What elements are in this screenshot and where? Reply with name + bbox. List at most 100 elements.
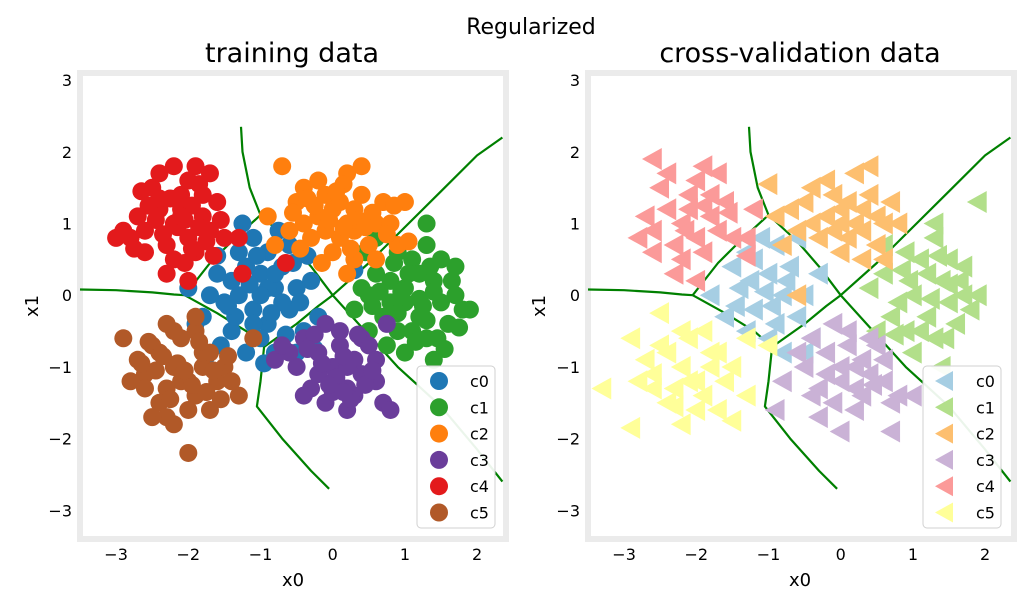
y-tick-label: 0 bbox=[570, 286, 580, 305]
legend-label: c3 bbox=[976, 451, 995, 470]
point-c1 bbox=[887, 291, 908, 314]
point-c4 bbox=[107, 228, 126, 247]
point-c5 bbox=[175, 361, 194, 380]
point-c3 bbox=[844, 398, 864, 421]
point-c0 bbox=[699, 284, 720, 307]
point-c0 bbox=[244, 314, 263, 333]
point-c3 bbox=[793, 355, 814, 378]
point-c5 bbox=[714, 370, 734, 393]
boundary-line bbox=[763, 346, 838, 490]
point-c5 bbox=[670, 355, 691, 378]
point-c2 bbox=[865, 205, 886, 228]
point-c5 bbox=[692, 384, 713, 407]
point-c5 bbox=[649, 302, 670, 325]
boundary-line bbox=[771, 294, 842, 348]
point-c4 bbox=[197, 232, 216, 251]
point-c0 bbox=[287, 279, 306, 298]
point-c3 bbox=[829, 355, 850, 378]
point-c1 bbox=[363, 297, 382, 315]
point-c3 bbox=[305, 325, 324, 344]
point-c5 bbox=[121, 372, 140, 391]
point-c4 bbox=[154, 225, 173, 244]
point-c1 bbox=[916, 305, 937, 328]
legend-marker-c2 bbox=[935, 423, 953, 444]
point-c2 bbox=[757, 173, 778, 196]
point-c3 bbox=[334, 347, 353, 366]
point-c2 bbox=[865, 234, 886, 257]
boundary-line bbox=[587, 288, 693, 297]
point-c4 bbox=[743, 198, 763, 221]
point-c0 bbox=[739, 269, 760, 292]
point-c1 bbox=[385, 253, 404, 272]
point-c2 bbox=[887, 212, 908, 235]
point-c5 bbox=[182, 375, 201, 394]
point-c2 bbox=[808, 226, 828, 249]
legend-label: c2 bbox=[976, 425, 995, 444]
point-c0 bbox=[714, 305, 734, 328]
point-c3 bbox=[901, 384, 922, 407]
point-c4 bbox=[735, 226, 756, 249]
point-c4 bbox=[685, 269, 706, 292]
point-c3 bbox=[786, 341, 807, 364]
point-c4 bbox=[641, 241, 662, 264]
legend-label: c4 bbox=[470, 477, 489, 496]
point-c0 bbox=[743, 298, 763, 321]
point-c3 bbox=[330, 322, 349, 341]
legend-marker-c0 bbox=[935, 371, 953, 391]
legend-marker-c5 bbox=[935, 502, 953, 523]
point-c5 bbox=[620, 327, 641, 350]
point-c1 bbox=[966, 284, 987, 307]
point-c0 bbox=[771, 284, 792, 307]
point-c0 bbox=[757, 262, 778, 285]
point-c5 bbox=[721, 355, 742, 378]
point-c3 bbox=[320, 375, 339, 394]
point-c5 bbox=[641, 363, 662, 386]
point-c3 bbox=[265, 350, 284, 369]
y-tick-label: 0 bbox=[62, 286, 72, 305]
point-c0 bbox=[725, 295, 745, 317]
point-c4 bbox=[721, 226, 742, 249]
point-c5 bbox=[204, 361, 223, 380]
point-c5 bbox=[591, 377, 612, 400]
x-tick-label: −1 bbox=[249, 545, 273, 564]
point-c5 bbox=[670, 320, 691, 343]
point-c5 bbox=[706, 398, 727, 421]
y-tick-label: 2 bbox=[62, 143, 72, 162]
point-c3 bbox=[348, 325, 367, 344]
point-c4 bbox=[678, 183, 698, 206]
point-c1 bbox=[446, 286, 465, 305]
point-c4 bbox=[150, 164, 169, 183]
point-c5 bbox=[164, 415, 183, 434]
point-c2 bbox=[815, 205, 836, 228]
point-c2 bbox=[851, 198, 872, 221]
point-c4 bbox=[685, 226, 706, 249]
point-c0 bbox=[302, 271, 321, 290]
point-c1 bbox=[959, 298, 980, 321]
point-c3 bbox=[377, 314, 396, 333]
point-c2 bbox=[367, 250, 386, 269]
point-c3 bbox=[829, 420, 850, 443]
point-c3 bbox=[363, 361, 382, 380]
point-c5 bbox=[114, 329, 133, 348]
x-tick-label: −2 bbox=[685, 545, 709, 564]
point-c0 bbox=[244, 228, 263, 247]
point-c1 bbox=[916, 262, 937, 285]
point-c1 bbox=[909, 248, 929, 271]
point-c2 bbox=[836, 191, 857, 214]
boundary-line bbox=[239, 126, 262, 216]
point-c1 bbox=[927, 244, 947, 267]
point-c2 bbox=[836, 226, 857, 249]
point-c2 bbox=[385, 196, 404, 215]
legend-marker-c2 bbox=[430, 424, 448, 443]
point-c4 bbox=[229, 228, 248, 247]
point-c4 bbox=[208, 193, 227, 212]
point-c4 bbox=[735, 244, 756, 267]
point-c2 bbox=[352, 157, 371, 176]
point-c1 bbox=[377, 336, 396, 355]
point-c3 bbox=[887, 384, 908, 407]
point-c2 bbox=[786, 219, 807, 242]
point-c5 bbox=[735, 327, 756, 350]
x-tick-label: −3 bbox=[104, 545, 128, 564]
y-tick-label: 3 bbox=[570, 71, 580, 90]
